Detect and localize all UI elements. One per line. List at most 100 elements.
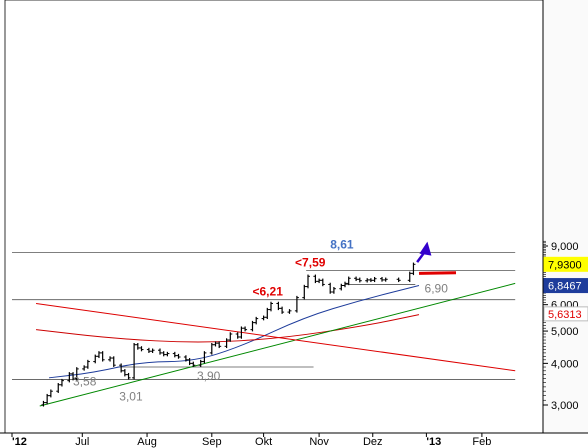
price-bar [100, 351, 105, 362]
price-bar [139, 346, 144, 352]
x-tick-label: Aug [137, 436, 157, 448]
price-bar [187, 358, 192, 366]
price-bar [111, 356, 116, 367]
price-bar [82, 365, 87, 371]
price-bar [294, 295, 299, 313]
price-bar [383, 277, 388, 282]
y-tick-label: 4,000 [551, 358, 579, 370]
price-bar [306, 274, 310, 289]
y-tick-label: 9,000 [551, 241, 579, 253]
price-bar [243, 326, 248, 332]
y-tick-label: 5,000 [551, 326, 579, 338]
price-bar [287, 309, 292, 314]
price-bar [48, 389, 53, 398]
price-bar [119, 363, 124, 373]
price-bar [217, 341, 222, 349]
value-box: 7,9300 [543, 256, 588, 272]
price-bar [108, 356, 113, 362]
value-box: 6,8467 [543, 278, 588, 294]
price-bar [317, 278, 322, 284]
overlay-ma-long [35, 314, 420, 343]
x-tick-label: Jul [75, 436, 89, 448]
value-box-label: 5,6313 [548, 309, 582, 321]
price-bar [228, 332, 233, 342]
price-bar [328, 282, 333, 294]
price-bar [254, 316, 259, 325]
price-bar [302, 284, 307, 300]
price-bar [172, 351, 177, 358]
price-bar [158, 348, 162, 355]
price-bar [41, 400, 46, 407]
up-arrow-head-icon [419, 241, 432, 256]
price-bar [354, 276, 359, 282]
price-bar [126, 372, 131, 380]
price-bar [380, 276, 384, 282]
price-bar [198, 359, 203, 367]
y-axis-panel [543, 0, 588, 433]
price-bar [396, 277, 401, 283]
x-axis: '12 Jul Aug Sep Okt Nov Dez '13 Feb [11, 433, 491, 448]
price-bar [343, 281, 347, 288]
price-bar [59, 378, 64, 387]
price-bar [202, 351, 207, 364]
price-bar [67, 372, 72, 383]
price-bar [150, 348, 155, 353]
price-bar [161, 351, 166, 357]
price-bar [339, 283, 344, 291]
price-bar [411, 262, 416, 276]
overlay-lines [35, 282, 516, 407]
resistance-marker [418, 271, 457, 275]
price-bar [183, 355, 188, 362]
level-label: 6,90 [425, 281, 449, 295]
overlay-trend-down [35, 302, 516, 372]
plot-area [4, 0, 544, 434]
price-bar [176, 353, 181, 359]
price-bar [250, 320, 255, 332]
price-bar [261, 315, 266, 321]
price-bar [276, 301, 281, 311]
price-bar [368, 278, 373, 283]
price-bar [407, 271, 412, 283]
price-bar [265, 307, 270, 320]
price-bar [213, 341, 218, 347]
x-tick-label: Nov [309, 436, 329, 448]
price-bar [93, 354, 98, 364]
price-bar [239, 326, 244, 339]
price-bar [372, 276, 377, 283]
price-bar [357, 277, 362, 283]
price-bar [191, 361, 196, 367]
level-label: 3,01 [119, 390, 143, 404]
price-bar [135, 342, 140, 350]
value-box-label: 6,8467 [548, 281, 582, 293]
price-bars [41, 262, 416, 407]
price-bar [224, 338, 229, 349]
value-box-label: 7,9300 [548, 259, 582, 271]
level-label: 3,58 [73, 374, 97, 388]
price-bar [320, 278, 325, 287]
price-bar [132, 342, 137, 380]
price-bar [74, 367, 79, 381]
overlay-ma-short [48, 285, 420, 379]
price-bar [269, 301, 273, 312]
x-tick-label: Okt [255, 436, 272, 448]
y-tick-label: 3,000 [551, 400, 579, 412]
value-box: 5,6313 [543, 306, 588, 322]
level-label: 8,61 [330, 237, 354, 251]
level-label: <7,59 [295, 256, 326, 270]
price-bar [85, 359, 90, 369]
level-label: 3,90 [197, 369, 221, 383]
price-bar [71, 372, 76, 381]
price-bar [365, 278, 370, 283]
x-tick-label: Sep [202, 436, 222, 448]
price-bar [146, 347, 151, 353]
price-bar [165, 351, 170, 357]
x-tick-label: '13 [426, 436, 441, 448]
horizontal-levels [12, 252, 516, 380]
price-bar [331, 286, 336, 294]
price-bar [346, 276, 351, 286]
overlay-trend-up [39, 282, 516, 407]
annotations: 8,61 <7,59 6,90 <6,21 3,90 3,58 3,01 [73, 237, 457, 404]
x-tick-label: '12 [12, 436, 27, 448]
price-bar [96, 351, 101, 359]
price-bar [235, 332, 240, 339]
